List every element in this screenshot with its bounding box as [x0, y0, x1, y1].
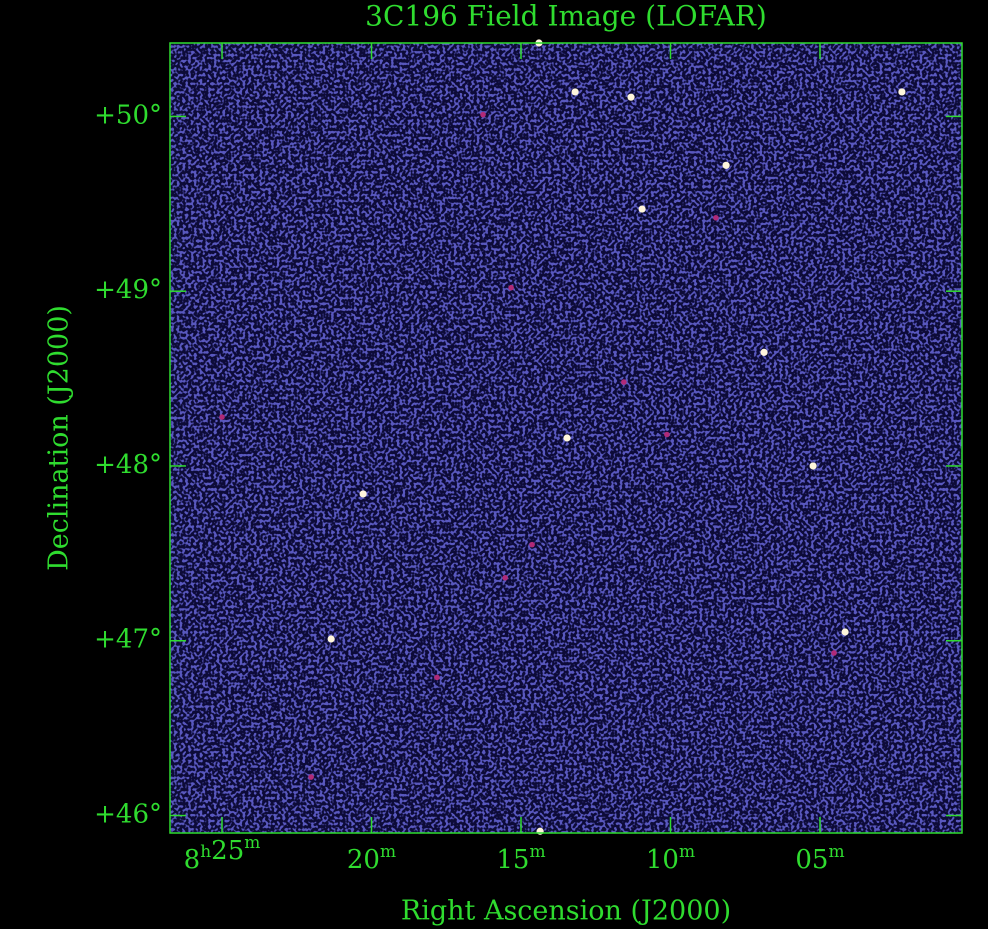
source: [308, 774, 314, 780]
source: [809, 462, 817, 470]
y-axis-label: Declination (J2000): [44, 305, 75, 571]
x-tick-label: 05m: [795, 842, 844, 876]
source: [359, 490, 367, 498]
x-tick-label: 10m: [646, 842, 695, 876]
source: [621, 379, 627, 385]
source: [508, 284, 514, 291]
x-axis-label: Right Ascension (J2000): [401, 896, 731, 927]
x-tick-label: 15m: [496, 842, 545, 876]
source: [571, 88, 579, 96]
source: [760, 348, 768, 356]
source: [722, 161, 730, 169]
plot-frame: [169, 42, 963, 834]
y-tick-label: +46°: [94, 800, 162, 830]
source: [219, 414, 225, 420]
source: [327, 635, 335, 643]
source: [502, 575, 508, 581]
source: [638, 205, 646, 213]
x-tick-label: 20m: [347, 842, 396, 876]
source: [664, 431, 670, 438]
y-tick-label: +48°: [94, 450, 162, 480]
source: [627, 93, 635, 101]
source: [563, 434, 571, 442]
y-tick-label: +50°: [94, 100, 162, 130]
source: [713, 214, 719, 221]
x-tick-label: 8h25m: [184, 833, 261, 876]
source: [898, 88, 906, 96]
source: [536, 827, 544, 835]
y-tick-label: +47°: [94, 625, 162, 655]
y-tick-label: +49°: [94, 275, 162, 305]
source: [480, 111, 486, 118]
source: [529, 541, 535, 548]
source: [831, 650, 837, 656]
source: [434, 674, 440, 681]
source: [841, 628, 849, 636]
chart-title: 3C196 Field Image (LOFAR): [365, 0, 767, 33]
